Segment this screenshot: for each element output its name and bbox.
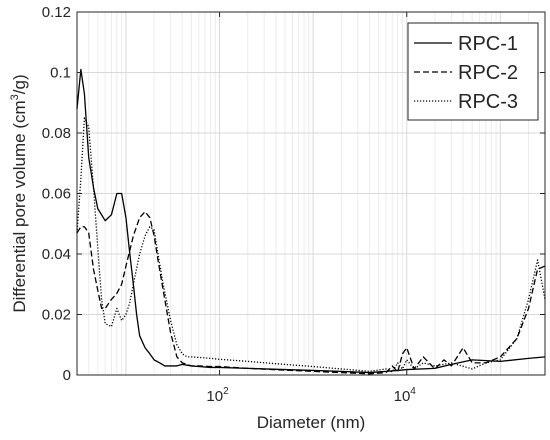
y-tick-label: 0.02	[42, 307, 71, 324]
legend-label-rpc-3: RPC-3	[458, 91, 518, 113]
series-line-rpc-2	[76, 211, 546, 375]
series-line-rpc-3	[76, 117, 546, 373]
legend-label-rpc-1: RPC-1	[458, 33, 518, 55]
y-tick-label: 0.1	[50, 65, 71, 82]
axis-ticks: 0 0.02 0.04 0.06 0.08 0.1 0.12 102 104	[42, 4, 545, 405]
y-tick-label: 0.04	[42, 246, 71, 263]
y-axis-label-superscript: 3	[9, 94, 21, 100]
legend-box	[407, 22, 539, 121]
legend-label-rpc-2: RPC-2	[458, 62, 518, 84]
y-axis-label: Differential pore volume (cm3/g)	[9, 74, 29, 312]
x-axis-label: Diameter (nm)	[257, 413, 366, 432]
series-line-rpc-1	[76, 68, 546, 374]
y-tick-label: 0	[63, 367, 71, 384]
series-lines	[76, 68, 546, 375]
x-tick-label: 104	[394, 386, 417, 405]
y-tick-label: 0.12	[42, 4, 71, 21]
y-axis-label-tail: /g)	[10, 74, 29, 94]
y-tick-label: 0.08	[42, 125, 71, 142]
legend: RPC-1 RPC-2 RPC-3	[407, 22, 539, 121]
y-tick-label: 0.06	[42, 186, 71, 203]
y-axis-label-main: Differential pore volume (cm	[10, 100, 29, 312]
x-tick-label: 102	[206, 386, 229, 405]
